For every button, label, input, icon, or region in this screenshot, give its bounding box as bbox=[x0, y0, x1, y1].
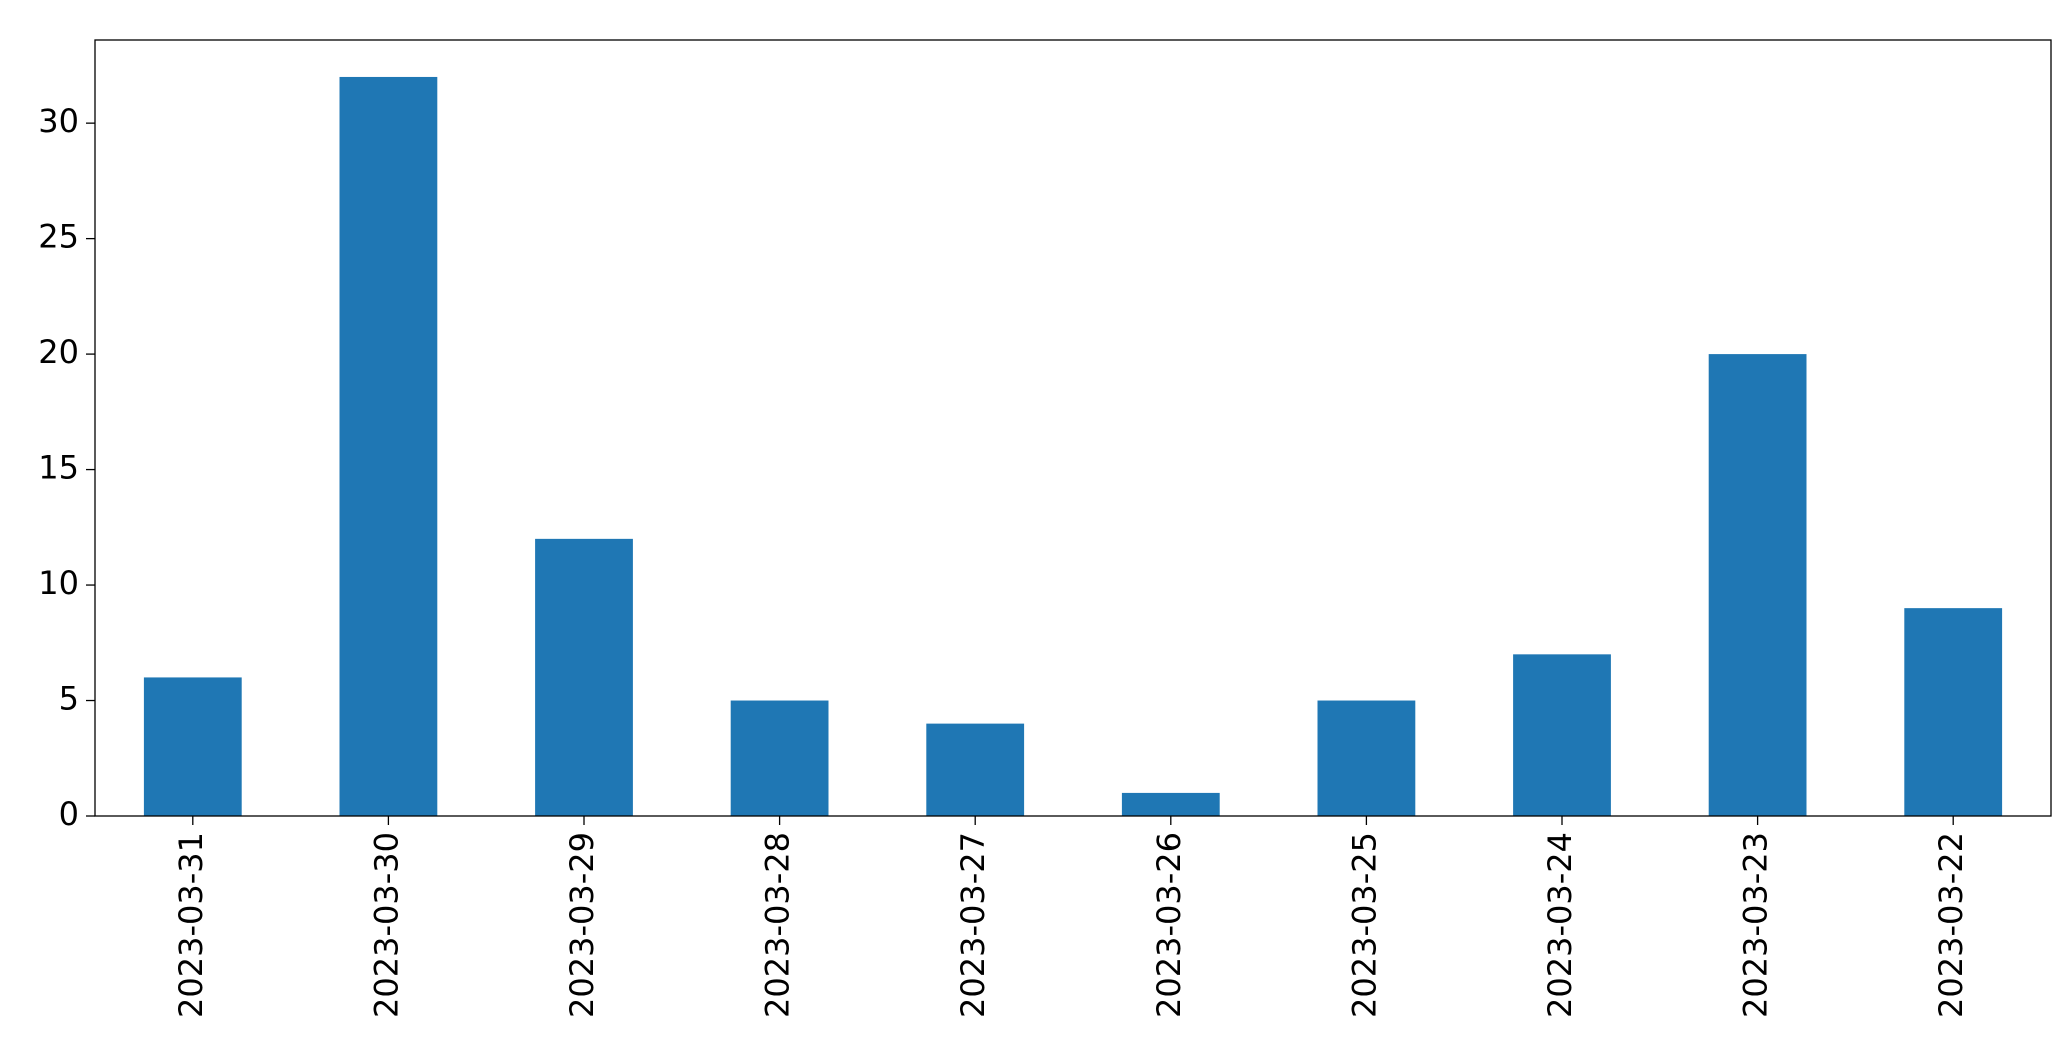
y-tick-label: 30 bbox=[38, 102, 79, 140]
y-tick-label: 10 bbox=[38, 564, 79, 602]
bar bbox=[143, 677, 242, 816]
y-tick-label: 0 bbox=[59, 795, 79, 833]
bar bbox=[339, 76, 438, 816]
x-tick-label: 2023-03-28 bbox=[759, 832, 797, 1018]
bar bbox=[1121, 792, 1220, 816]
bar bbox=[1904, 608, 2003, 816]
y-tick-label: 20 bbox=[38, 333, 79, 371]
x-tick-label: 2023-03-22 bbox=[1932, 832, 1970, 1018]
x-tick-label: 2023-03-27 bbox=[954, 832, 992, 1018]
plot-frame bbox=[94, 39, 2052, 817]
bar bbox=[730, 700, 829, 816]
y-tick-label: 15 bbox=[38, 449, 79, 487]
bar bbox=[1708, 354, 1807, 816]
x-tick-label: 2023-03-29 bbox=[563, 832, 601, 1018]
x-tick-label: 2023-03-25 bbox=[1345, 832, 1383, 1018]
bar bbox=[1317, 700, 1416, 816]
bar bbox=[1513, 654, 1611, 816]
x-tick-label: 2023-03-30 bbox=[367, 832, 405, 1018]
y-tick-label: 5 bbox=[59, 680, 79, 718]
bar bbox=[926, 723, 1025, 816]
x-tick-label: 2023-03-26 bbox=[1150, 832, 1188, 1018]
y-tick-label: 25 bbox=[38, 218, 79, 256]
x-tick-label: 2023-03-23 bbox=[1737, 832, 1775, 1018]
x-tick-label: 2023-03-24 bbox=[1541, 832, 1579, 1018]
bar bbox=[535, 538, 633, 816]
x-tick-label: 2023-03-31 bbox=[172, 832, 210, 1018]
